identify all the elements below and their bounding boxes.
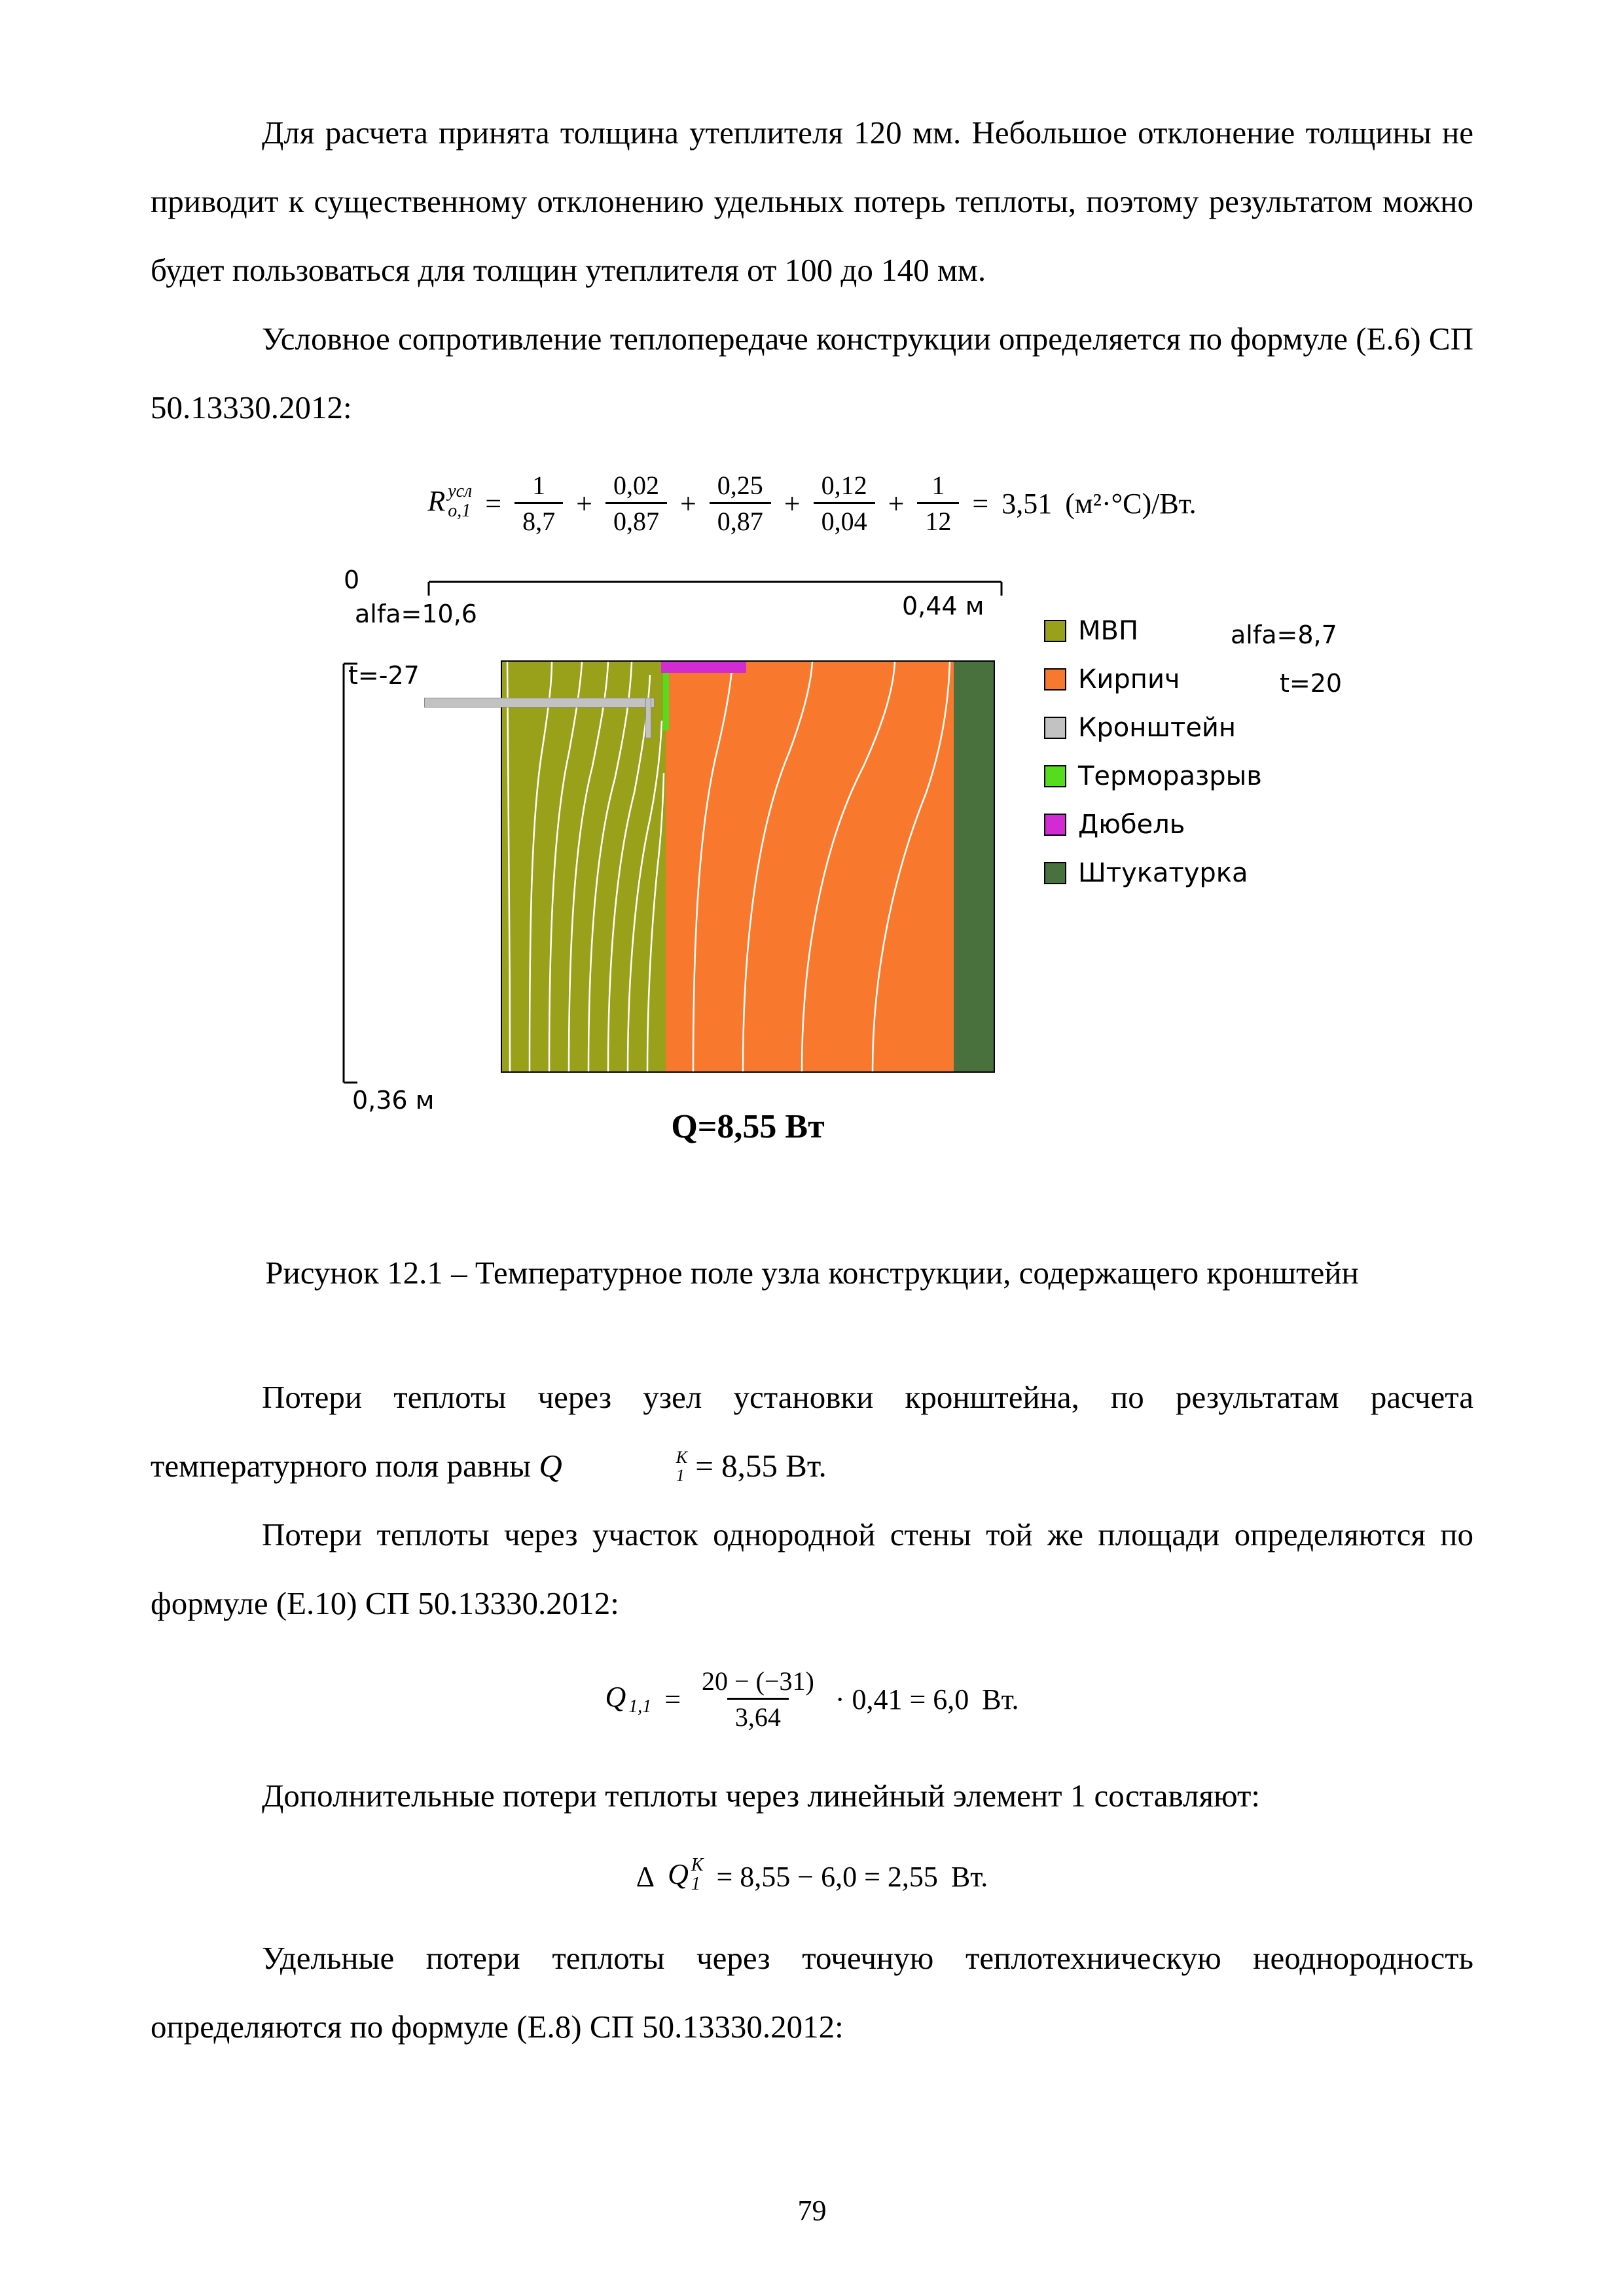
legend-swatch-mvp [1044,620,1066,642]
paragraph-point-inhomogeneity: Удельные потери теплоты через точечную т… [151,1940,1473,2045]
legend-swatch-thermobreak [1044,765,1066,787]
figure-axes [342,581,1003,1084]
figure-q-total-label: Q=8,55 Вт [671,1108,825,1145]
paragraph-text: Потери теплоты через узел установки крон… [151,1379,1473,1484]
width-dimension-label: 0,44 м [902,592,984,620]
page-content: Для расчета принята толщина утеплителя 1… [151,0,1473,2061]
legend-swatch-plaster [1044,862,1066,884]
equals-sign: = [972,488,989,520]
figure-temperature-field: 0 alfa=10,6 0,44 м t=-27 0,36 м alfa=8,7… [151,565,1473,1168]
equals-sign: = [485,488,502,520]
dowel-element [661,662,746,673]
plus-sign: + [784,488,801,520]
plus-sign: + [888,488,905,520]
temp-right-label: t=20 [1280,669,1343,698]
fraction-5: 1 12 [917,469,960,538]
fraction-1: 1 8,7 [514,469,564,538]
fraction-4: 0,12 0,04 [813,469,875,538]
legend-label: Терморазрыв [1078,761,1262,791]
equals-sign: = [664,1683,681,1715]
page-number: 79 [797,2195,827,2227]
paragraph-text: Вт. [785,1448,827,1484]
legend-item-thermobreak: Терморазрыв [1044,761,1262,791]
isotherm-lines [506,662,951,1071]
paragraph-insulation-thickness: Для расчета принята толщина утеплителя 1… [151,115,1473,288]
legend-swatch-bracket [1044,717,1066,739]
paragraph-heat-loss-node: Потери теплоты через узел установки крон… [151,1363,1473,1500]
legend-label: Штукатурка [1078,858,1248,888]
figure-legend: МВП Кирпич Кронштейн Терморазрыв Дюбель [1044,616,1262,888]
formula-q11: Q 1,1 = 20 − (−31) 3,64 · 0,41 = 6,0 Вт. [151,1665,1473,1734]
fraction-3: 0,25 0,87 [709,469,771,538]
legend-item-mvp: МВП [1044,616,1262,646]
formula-r-units: (м²·°С)/Вт. [1065,488,1197,520]
alfa-left-label: alfa=10,6 [355,600,477,628]
paragraph-additional-losses: Дополнительные потери теплоты через лине… [262,1778,1261,1814]
plus-sign: + [576,488,592,520]
legend-item-brick: Кирпич [1044,664,1262,694]
legend-label: МВП [1078,616,1139,646]
legend-label: Кирпич [1078,664,1180,694]
legend-label: Кронштейн [1078,713,1236,743]
legend-label: Дюбель [1078,810,1185,840]
legend-item-dowel: Дюбель [1044,810,1262,840]
region-plaster [954,662,994,1071]
region-brick [666,662,954,1071]
bracket-element-vertical [645,698,651,738]
temperature-field-plot [501,660,995,1073]
paragraph-resistance-intro: Условное сопротивление теплопередаче кон… [151,321,1473,425]
legend-item-plaster: Штукатурка [1044,858,1262,888]
bracket-element-horizontal [424,698,655,708]
legend-swatch-brick [1044,668,1066,691]
formula-q11-unit: Вт. [982,1683,1019,1715]
alfa-right-label: alfa=8,7 [1231,620,1337,649]
delta-symbol: Δ [636,1861,655,1893]
formula-r-result: 3,51 [1001,488,1053,520]
fraction-q11: 20 − (−31) 3,64 [694,1665,822,1734]
formula-dq-unit: Вт. [950,1861,988,1893]
paragraph-homogeneous-wall: Потери теплоты через участок однородной … [151,1516,1473,1621]
formula-q11-tail: · 0,41 = 6,0 [835,1683,969,1715]
formula-dq-body: = 8,55 − 6,0 = 2,55 [716,1861,938,1893]
fraction-2: 0,02 0,87 [605,469,667,538]
formula-q11-symbol: Q 1,1 [605,1680,652,1717]
formula-r-supsub: усл о,1 [448,481,473,521]
thermobreak-element [663,662,669,730]
legend-swatch-dowel [1044,814,1066,836]
legend-item-bracket: Кронштейн [1044,713,1262,743]
axis-origin-label: 0 [344,565,360,594]
temp-left-label: t=-27 [348,661,420,690]
height-dimension-label: 0,36 м [352,1086,435,1115]
plus-sign: + [679,488,696,520]
figure-caption: Рисунок 12.1 – Температурное поле узла к… [265,1255,1359,1291]
